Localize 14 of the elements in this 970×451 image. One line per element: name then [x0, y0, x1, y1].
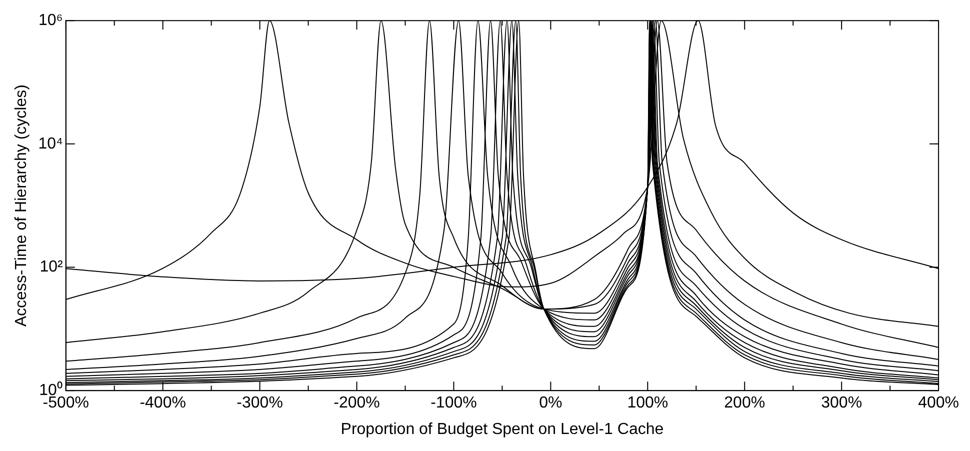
x-tick-label: -300% — [236, 394, 283, 412]
y-tick-label: 10⁶ — [38, 12, 63, 30]
y-axis-title: Access-Time of Hierarchy (cycles) — [13, 84, 30, 327]
x-axis-title: Proportion of Budget Spent on Level-1 Cache — [340, 420, 664, 438]
y-tick-label: 10⁴ — [38, 135, 63, 152]
x-tick-label: 400% — [918, 394, 959, 412]
x-tick-label: 300% — [821, 394, 862, 412]
x-tick-label: -100% — [430, 394, 477, 412]
x-tick-label: -200% — [334, 394, 380, 412]
x-tick-label: 100% — [627, 394, 668, 412]
x-tick-label: -400% — [140, 394, 186, 412]
y-tick-label: 10² — [40, 258, 64, 276]
x-tick-label: 0% — [539, 394, 562, 412]
x-tick-label: 200% — [724, 394, 766, 412]
